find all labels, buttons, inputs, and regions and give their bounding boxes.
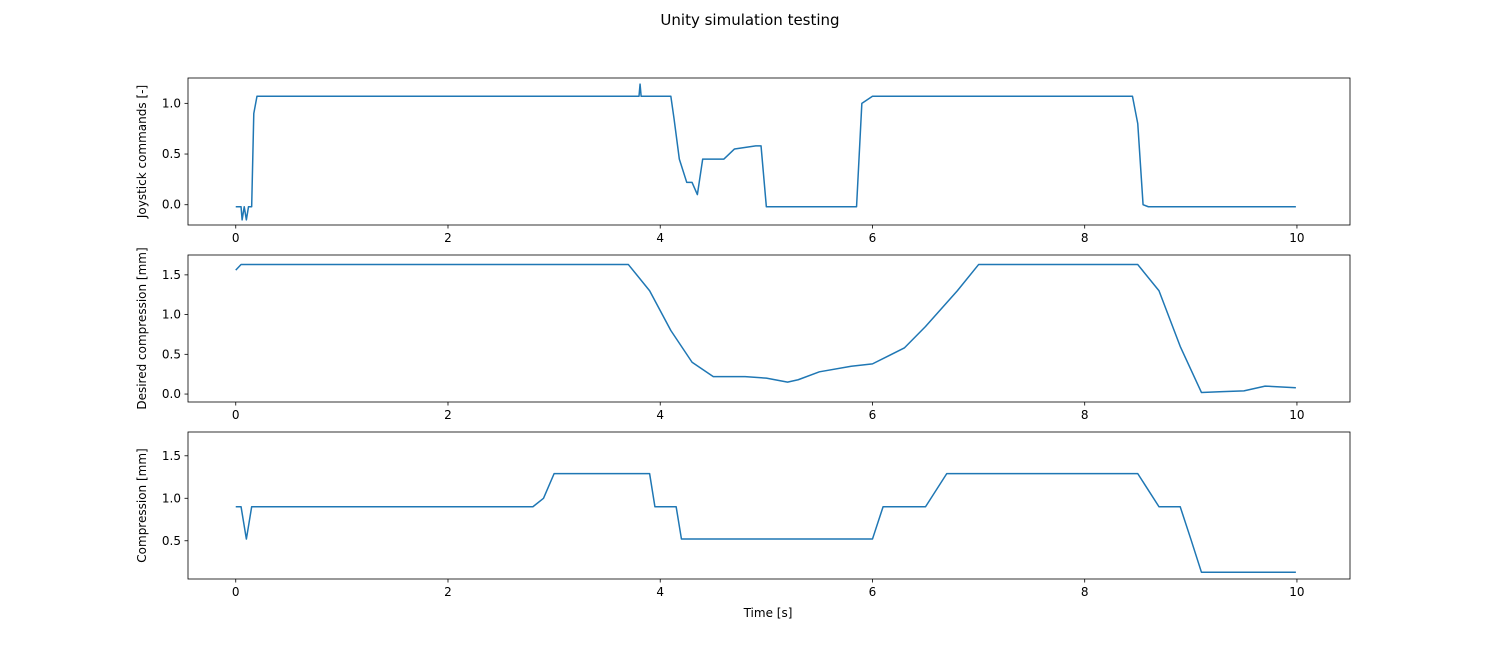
subplot-3-xtick-label: 6 [869, 585, 877, 599]
subplot-2-xtick-label: 0 [232, 408, 240, 422]
subplot-3-series-line-1 [235, 472, 1296, 573]
subplot-1-xtick-label: 4 [656, 231, 664, 245]
subplot-1: 0 2 4 6 8 10 0.0 0.5 1.0 Joystick commands [-] [135, 77, 1351, 245]
subplot-1-xtick-label: 2 [444, 231, 452, 245]
figure-suptitle: Unity simulation testing [660, 11, 839, 29]
subplot-2: 0 2 4 6 8 10 0.0 0.5 1.0 1.5 Desired compression [… [135, 247, 1351, 422]
subplot-1-xtick-label: 8 [1081, 231, 1089, 245]
subplot-1-ylabel: Joystick commands [-] [135, 85, 149, 219]
subplot-2-xtick-label: 4 [656, 408, 664, 422]
subplot-2-ytick-label: 0.0 [162, 387, 181, 401]
subplot-1-ytick-label: 0.5 [162, 147, 181, 161]
subplot-3-ytick-label: 1.5 [162, 449, 181, 463]
subplot-1-xtick-label: 0 [232, 231, 240, 245]
subplot-1-axes-frame [187, 77, 1351, 226]
subplot-3-xlabel: Time [s] [743, 606, 793, 620]
subplot-3-xtick-label: 8 [1081, 585, 1089, 599]
subplot-1-xtick-label: 6 [869, 231, 877, 245]
subplot-3-axes-frame [187, 431, 1351, 580]
subplot-2-axes-frame [187, 254, 1351, 403]
subplot-3-ytick-label: 0.5 [162, 534, 181, 548]
subplot-1-ytick-label: 0.0 [162, 198, 181, 212]
subplot-panels: 0 2 4 6 8 10 0.0 0.5 1.0 Joystick commands [-] 0 2 4… [135, 77, 1351, 620]
subplot-2-xtick-label: 8 [1081, 408, 1089, 422]
subplot-3-xtick-label: 0 [232, 585, 240, 599]
subplot-2-ytick-label: 0.5 [162, 347, 181, 361]
subplot-2-xtick-label: 6 [869, 408, 877, 422]
subplot-2-xtick-label: 2 [444, 408, 452, 422]
subplot-2-ylabel: Desired compression [mm] [135, 247, 149, 409]
subplot-3-xtick-label: 2 [444, 585, 452, 599]
subplot-2-ytick-label: 1.0 [162, 308, 181, 322]
subplot-1-series-line-1 [235, 83, 1296, 221]
subplot-2-series-line-1 [235, 263, 1296, 394]
subplot-3-xtick-label: 10 [1289, 585, 1304, 599]
subplot-1-xtick-label: 10 [1289, 231, 1304, 245]
subplot-3-ylabel: Compression [mm] [135, 448, 149, 562]
subplot-2-xtick-label: 10 [1289, 408, 1304, 422]
subplot-3: 0 2 4 6 8 10 0.5 1.0 1.5 Compression [mm] Time [s] [135, 431, 1351, 620]
subplot-3-ytick-label: 1.0 [162, 491, 181, 505]
subplot-1-ytick-label: 1.0 [162, 96, 181, 110]
subplot-2-ytick-label: 1.5 [162, 268, 181, 282]
subplot-3-xtick-label: 4 [656, 585, 664, 599]
